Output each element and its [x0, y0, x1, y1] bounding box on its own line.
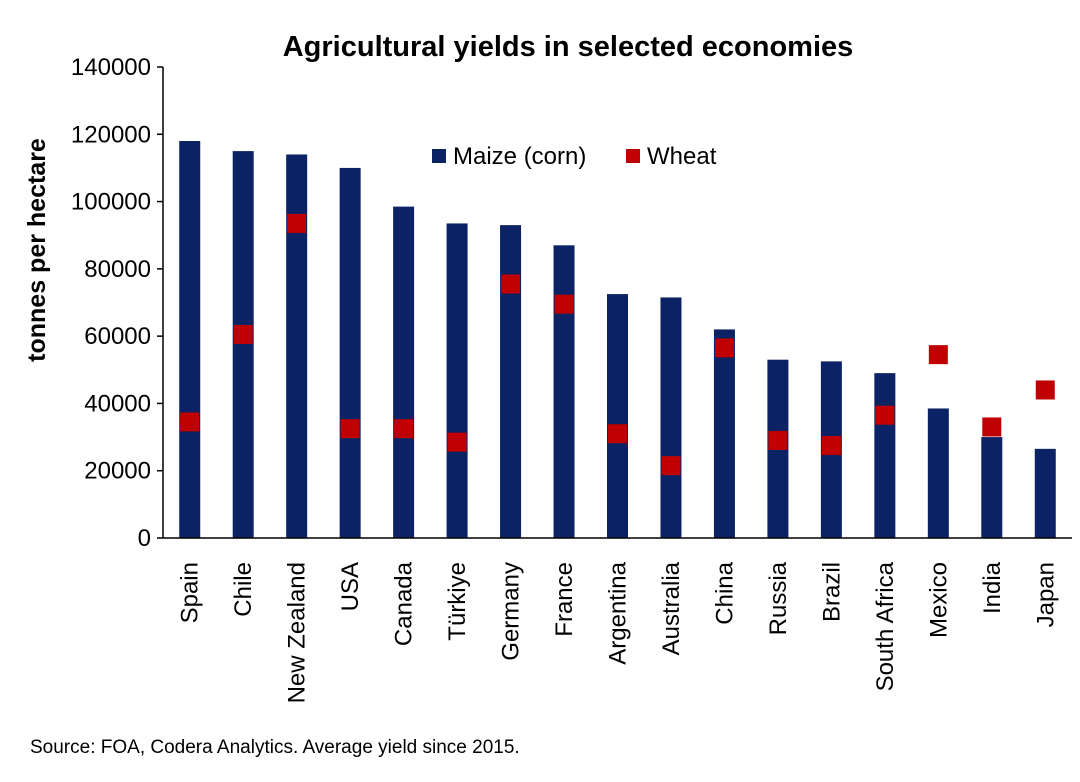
bar-maize-australia: [660, 297, 682, 538]
x-tick-label: New Zealand: [284, 562, 311, 703]
bar-maize-new-zealand: [286, 154, 308, 538]
y-tick-label: 140000: [71, 54, 151, 81]
marker-wheat-australia: [661, 456, 681, 476]
y-axis-title: tonnes per hectare: [23, 138, 51, 362]
x-tick-label: Spain: [177, 562, 204, 623]
bar-maize-china: [713, 329, 735, 538]
x-tick-label: Germany: [498, 562, 525, 661]
marker-wheat-usa: [340, 419, 360, 439]
bar-maize-canada: [393, 206, 415, 538]
x-tick-label: South Africa: [872, 561, 899, 691]
x-tick-label: USA: [337, 562, 364, 611]
y-tick-label: 0: [138, 525, 151, 552]
bar-maize-south-africa: [874, 373, 896, 538]
marker-wheat-japan: [1035, 380, 1055, 400]
legend: Maize (corn) Wheat: [432, 143, 717, 170]
y-tick-label: 40000: [84, 390, 151, 417]
marker-wheat-spain: [180, 412, 200, 432]
marker-wheat-brazil: [821, 435, 841, 455]
x-tick-label: Japan: [1032, 562, 1059, 627]
x-tick-label: Canada: [391, 561, 418, 646]
legend-label-maize: Maize (corn): [453, 143, 586, 170]
plot-area: 0 20000 40000 60000 80000 100000 120000 140000 S…: [71, 54, 1059, 703]
bar-maize-india: [981, 437, 1003, 538]
y-tick-label: 20000: [84, 458, 151, 485]
x-tick-label: Brazil: [818, 562, 845, 622]
chart-title: Agricultural yields in selected economie…: [283, 31, 854, 63]
y-tick-label: 120000: [71, 121, 151, 148]
marker-wheat-new-zealand: [287, 213, 307, 233]
source-note: Source: FOA, Codera Analytics. Average y…: [30, 737, 520, 758]
y-tick-label: 100000: [71, 189, 151, 216]
marker-wheat-china: [714, 338, 734, 358]
marker-wheat-germany: [501, 274, 521, 294]
y-tick-label: 80000: [84, 256, 151, 283]
bar-maize-t-rkiye: [446, 223, 468, 539]
x-tick-label: Argentina: [605, 561, 632, 664]
marker-wheat-mexico: [928, 345, 948, 365]
marker-wheat-france: [554, 294, 574, 314]
legend-swatch-wheat: [626, 149, 640, 163]
bar-maize-germany: [500, 225, 522, 538]
x-tick-label: Mexico: [925, 562, 952, 638]
marker-wheat-canada: [394, 419, 414, 439]
marker-wheat-argentina: [608, 424, 627, 444]
x-tick-label: China: [711, 561, 738, 624]
marker-wheat-t-rkiye: [447, 432, 467, 452]
marker-wheat-south-africa: [875, 405, 895, 425]
marker-wheat-india: [982, 417, 1002, 437]
bar-maize-france: [553, 245, 575, 539]
x-tick-label: Russia: [765, 561, 792, 635]
legend-label-wheat: Wheat: [647, 143, 717, 170]
bar-maize-usa: [339, 167, 361, 538]
bar-maize-japan: [1034, 448, 1056, 538]
marker-wheat-chile: [233, 324, 253, 344]
x-tick-label: India: [979, 561, 1006, 614]
bar-maize-argentina: [607, 294, 628, 538]
marker-wheat-russia: [768, 430, 788, 450]
x-tick-label: Chile: [230, 562, 257, 617]
bar-maize-chile: [232, 151, 254, 538]
x-tick-label: Türkiye: [444, 562, 471, 641]
bar-maize-spain: [179, 141, 201, 538]
bar-maize-mexico: [927, 408, 949, 538]
y-tick-label: 60000: [84, 323, 151, 350]
x-tick-label: Australia: [658, 561, 685, 655]
legend-swatch-maize: [432, 149, 446, 163]
x-tick-label: France: [551, 562, 578, 637]
